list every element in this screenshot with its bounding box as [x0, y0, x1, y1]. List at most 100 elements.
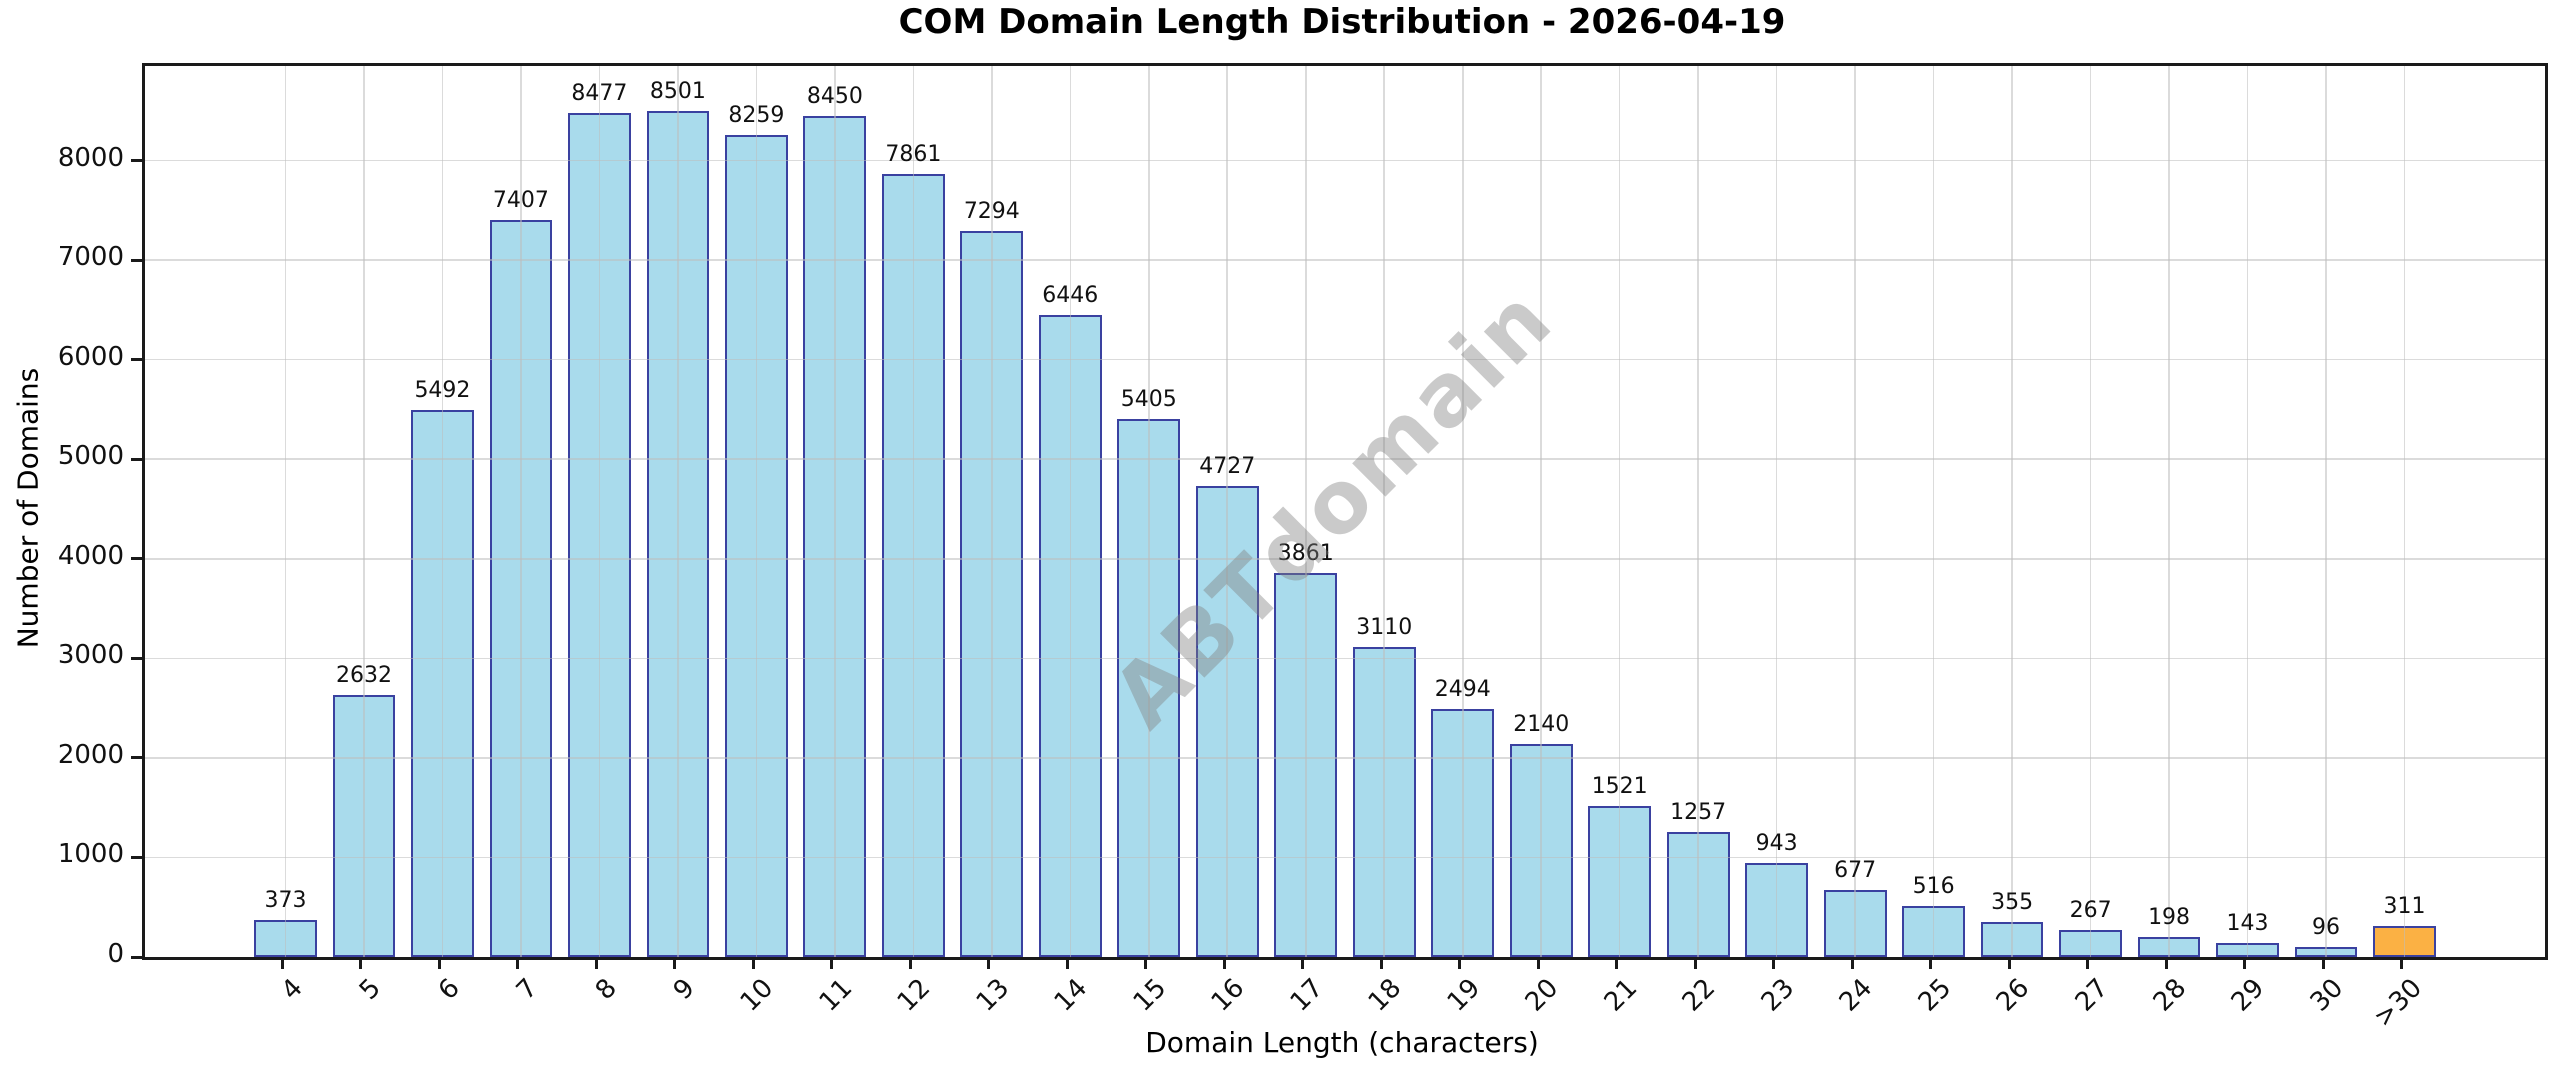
x-tick-mark [1065, 957, 1069, 969]
bar-value-label: 5492 [414, 378, 471, 404]
x-tick-mark [1536, 957, 1540, 969]
x-tick-mark [2086, 957, 2090, 969]
bar-6 [411, 410, 474, 957]
bar-value-label: 3861 [1277, 540, 1334, 566]
gridline-x [1775, 66, 1778, 957]
gridline-x [2246, 66, 2249, 957]
y-tick-mark [131, 855, 142, 859]
bar-26 [1980, 921, 2044, 957]
bar-value-label: 943 [1755, 831, 1798, 857]
y-tick-mark [131, 955, 142, 959]
bar-23 [1745, 863, 1809, 957]
bar-9 [646, 110, 710, 957]
chart-title: COM Domain Length Distribution - 2026-04… [898, 2, 1786, 42]
x-tick-mark [1301, 957, 1305, 969]
bar-value-label: 2632 [335, 662, 392, 688]
x-tick-mark [751, 957, 755, 969]
y-tick-mark [131, 457, 142, 461]
bar-13 [960, 230, 1024, 957]
plot-area: 373 2632 5492 7407 8477 8501 8259 8450 7861 7294 6… [142, 63, 2548, 960]
y-tick-label: 1000 [57, 839, 124, 870]
x-tick-mark [437, 957, 441, 969]
x-tick-label: 16 [1205, 973, 1251, 1018]
x-tick-label: 17 [1284, 973, 1329, 1018]
x-tick-label: 10 [734, 973, 780, 1018]
x-tick-label: 29 [2226, 973, 2271, 1018]
x-tick-mark [1693, 957, 1697, 969]
gridline-x [2089, 66, 2092, 957]
bar-7 [489, 219, 553, 957]
x-tick-mark [2007, 957, 2011, 969]
bar-value-label: 8450 [806, 83, 863, 109]
x-tick-mark [830, 957, 834, 969]
gridline-x [1854, 66, 1856, 957]
x-tick-label: 13 [970, 973, 1016, 1018]
bar-value-label: 198 [2148, 905, 2191, 931]
bar-19 [1431, 708, 1495, 957]
x-tick-label: 14 [1048, 973, 1094, 1018]
x-tick-mark [1458, 957, 1462, 969]
x-tick-mark [1850, 957, 1854, 969]
x-tick-mark [1772, 957, 1776, 969]
bar-value-label: 1257 [1670, 799, 1727, 825]
bar-16 [1195, 486, 1259, 957]
bar-25 [1902, 905, 1965, 957]
x-tick-mark [673, 957, 677, 969]
bar-value-label: 5405 [1120, 386, 1177, 412]
y-tick-mark [131, 756, 142, 760]
x-tick-mark [1144, 957, 1148, 969]
x-tick-mark [594, 957, 598, 969]
x-tick-mark [1929, 957, 1933, 969]
bar-value-label: 3110 [1356, 615, 1413, 641]
x-tick-mark [516, 957, 520, 969]
x-tick-label: >30 [2367, 973, 2428, 1034]
y-tick-mark [131, 656, 142, 660]
bar-12 [881, 174, 945, 957]
bar-value-label: 2140 [1513, 711, 1570, 737]
bar-value-label: 677 [1834, 857, 1877, 883]
bar-24 [1823, 889, 1887, 957]
gridline-y [145, 159, 2545, 162]
bar-value-label: 311 [2383, 894, 2426, 920]
x-tick-label: 30 [2304, 973, 2350, 1018]
bar-value-label: 8501 [649, 78, 706, 104]
x-axis-label: Domain Length (characters) [1145, 1026, 1539, 1059]
x-tick-label: 22 [1676, 973, 1722, 1018]
y-tick-mark [131, 358, 142, 362]
x-tick-label: 9 [668, 973, 702, 1006]
bar-17 [1274, 572, 1338, 957]
bar-value-label: 267 [2069, 898, 2112, 924]
x-tick-label: 5 [354, 973, 388, 1006]
x-tick-mark [2164, 957, 2168, 969]
x-tick-label: 18 [1362, 973, 1408, 1018]
y-tick-label: 5000 [57, 441, 124, 472]
bar-value-label: 1521 [1591, 773, 1648, 799]
x-tick-label: 21 [1598, 973, 1643, 1018]
x-tick-label: 20 [1519, 973, 1565, 1018]
y-tick-label: 7000 [57, 242, 124, 273]
gridline-x [2168, 66, 2170, 957]
bar-4 [254, 919, 317, 957]
bar->30 [2373, 926, 2436, 957]
gridline-x [284, 66, 287, 957]
bar-value-label: 516 [1912, 873, 1955, 899]
bar-value-label: 7294 [963, 198, 1020, 224]
bar-29 [2216, 942, 2279, 957]
x-tick-mark [2321, 957, 2325, 969]
bar-5 [332, 694, 396, 957]
gridline-x [1932, 66, 1935, 957]
y-tick-mark [131, 258, 142, 262]
y-axis-label: Number of Domains [11, 367, 45, 649]
y-tick-label: 6000 [57, 341, 124, 372]
bar-value-label: 8477 [571, 81, 628, 107]
bar-value-label: 143 [2226, 910, 2269, 936]
bar-value-label: 2494 [1434, 676, 1491, 702]
x-tick-label: 7 [511, 973, 545, 1006]
bar-11 [803, 115, 867, 957]
x-tick-mark [1379, 957, 1383, 969]
x-tick-label: 26 [1990, 973, 2036, 1018]
bar-value-label: 8259 [728, 102, 785, 128]
x-tick-mark [1615, 957, 1619, 969]
bar-21 [1588, 805, 1652, 957]
